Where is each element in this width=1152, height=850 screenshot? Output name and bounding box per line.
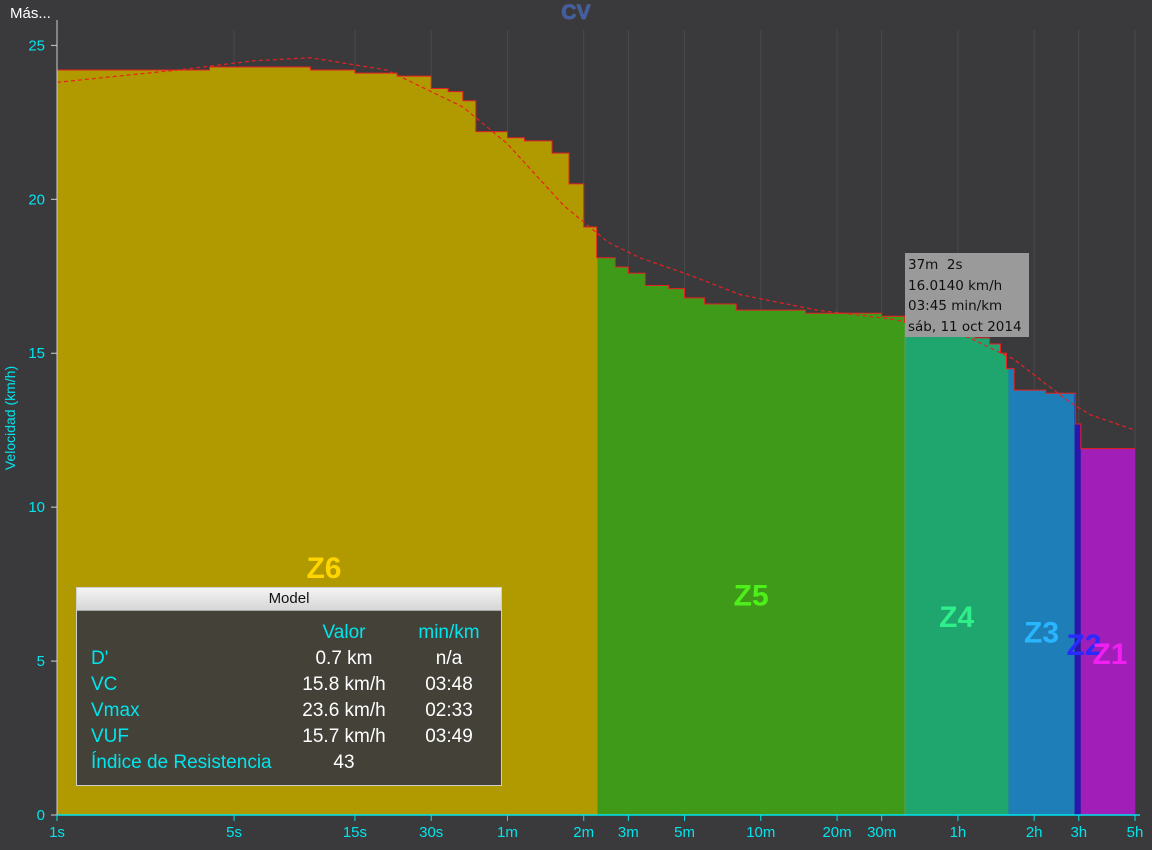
y-tick-label: 0: [37, 807, 45, 824]
model-row-value: 0.7 km: [315, 648, 373, 669]
more-menu-link[interactable]: Más...: [10, 5, 51, 22]
model-row-value: 23.6 km/h: [302, 700, 386, 721]
model-row-vmax: Vmax 23.6 km/h 02:33: [91, 700, 491, 726]
model-row-label: Vmax: [91, 700, 140, 721]
model-panel: Model Valor min/km D' 0.7 km n/a VC 15.8…: [76, 587, 502, 786]
x-tick-label: 1m: [497, 824, 518, 841]
hover-duration: 37m 2s: [908, 257, 963, 273]
model-row-pace: n/a: [435, 648, 463, 669]
x-tick-label: 10m: [746, 824, 775, 841]
zone-label-z3: Z3: [1024, 617, 1059, 650]
model-row-value: 15.8 km/h: [302, 674, 386, 695]
model-row-pace: 03:48: [425, 674, 473, 695]
x-tick-label: 1h: [950, 824, 967, 841]
model-row-pace: 02:33: [425, 700, 473, 721]
zone-label-z5: Z5: [734, 580, 769, 613]
x-tick-label: 1s: [49, 824, 65, 841]
model-table: Valor min/km D' 0.7 km n/a VC 15.8 km/h …: [91, 622, 491, 778]
x-tick-label: 5s: [226, 824, 242, 841]
x-tick-label: 30s: [419, 824, 443, 841]
model-row-label: Índice de Resistencia: [91, 752, 272, 773]
zone-label-z1: Z1: [1092, 638, 1127, 671]
model-row-value: 43: [333, 752, 355, 773]
x-tick-label: 3m: [618, 824, 639, 841]
model-row-pace: 03:49: [425, 726, 473, 747]
zone-area-z1: [1080, 448, 1135, 815]
zone-area-z2: [1074, 393, 1081, 815]
y-tick-label: 25: [28, 37, 45, 54]
zone-area-z3: [1008, 368, 1075, 815]
x-tick-label: 2m: [573, 824, 594, 841]
y-axis-label: Velocidad (km/h): [2, 365, 18, 471]
hover-tooltip: 37m 2s 16.0140 km/h 03:45 min/km sáb, 11…: [905, 253, 1029, 337]
model-row-label: VUF: [91, 726, 129, 747]
model-row-label: D': [91, 648, 109, 669]
model-table-header: Valor min/km: [91, 622, 491, 648]
x-tick-label: 5m: [674, 824, 695, 841]
model-panel-title[interactable]: Model: [77, 588, 501, 611]
x-tick-label: 5h: [1127, 824, 1144, 841]
model-row-resistance-index: Índice de Resistencia 43: [91, 752, 491, 778]
x-tick-label: 15s: [343, 824, 367, 841]
x-tick-label: 20m: [822, 824, 851, 841]
y-tick-label: 10: [28, 499, 45, 516]
model-row-vc: VC 15.8 km/h 03:48: [91, 674, 491, 700]
zone-area-z5: [597, 257, 905, 815]
y-tick-label: 5: [37, 653, 45, 670]
model-row-vuf: VUF 15.7 km/h 03:49: [91, 726, 491, 752]
x-tick-label: 2h: [1026, 824, 1043, 841]
model-row-dprime: D' 0.7 km n/a: [91, 648, 491, 674]
y-tick-label: 15: [28, 345, 45, 362]
x-tick-label: 30m: [867, 824, 896, 841]
zone-label-z6: Z6: [306, 552, 341, 585]
hover-date: sáb, 11 oct 2014: [908, 318, 1022, 335]
zone-area-z4: [904, 322, 1009, 815]
hover-speed: 16.0140 km/h: [908, 277, 1003, 294]
model-col-value: Valor: [322, 622, 366, 643]
zone-label-z4: Z4: [939, 601, 974, 634]
model-row-label: VC: [91, 674, 118, 695]
x-tick-label: 3h: [1070, 824, 1087, 841]
hover-pace: 03:45 min/km: [908, 298, 1003, 314]
model-curve-line: [56, 57, 1136, 431]
chart-title: CV: [561, 1, 591, 24]
y-tick-label: 20: [28, 191, 45, 208]
model-col-pace: min/km: [418, 622, 480, 643]
model-row-value: 15.7 km/h: [302, 726, 386, 747]
zone-label-z2: Z2: [1066, 629, 1101, 662]
